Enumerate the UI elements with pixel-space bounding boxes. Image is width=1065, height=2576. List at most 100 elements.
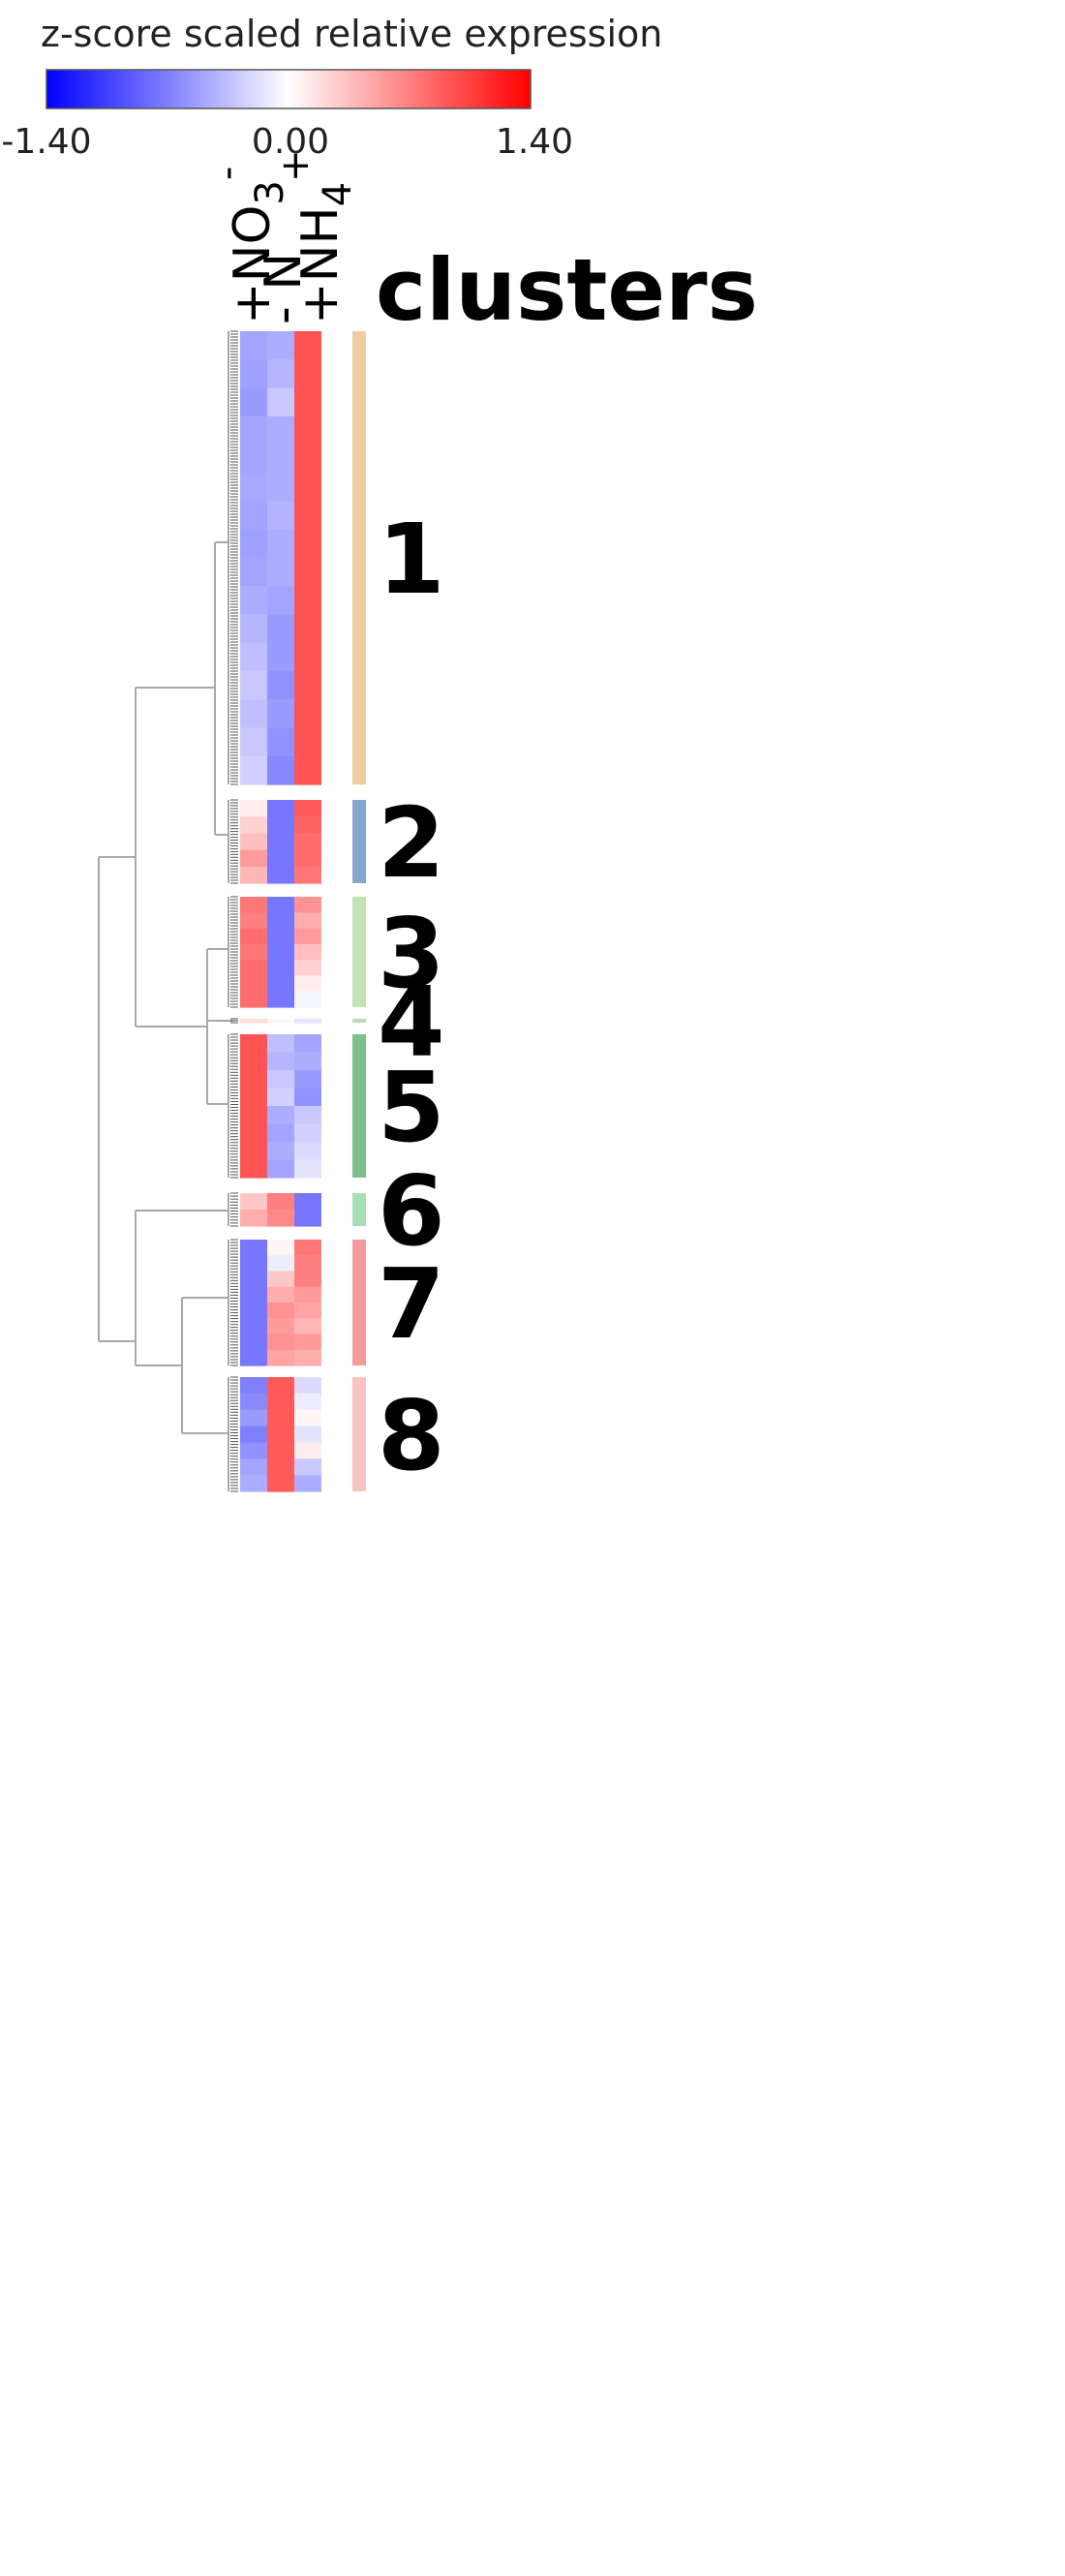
heatmap-cell xyxy=(267,1142,294,1161)
heatmap-cell xyxy=(240,975,267,993)
leaf-ticks xyxy=(230,330,238,1492)
heatmap-cell xyxy=(240,1106,267,1125)
heatmap-cell xyxy=(294,1070,321,1089)
heatmap-cell xyxy=(240,331,267,360)
heatmap-cell xyxy=(240,1377,267,1395)
heatmap-cell xyxy=(294,928,321,945)
heatmap-cell xyxy=(294,558,321,587)
heatmap-cell xyxy=(294,1442,321,1459)
heatmap-cell xyxy=(240,529,267,559)
heatmap-cell xyxy=(267,800,294,817)
heatmap-cell xyxy=(294,1142,321,1161)
heatmap-cell xyxy=(294,1393,321,1411)
heatmap-cell xyxy=(267,331,294,360)
heatmap-cell xyxy=(267,1052,294,1071)
heatmap-cell xyxy=(294,800,321,817)
heatmap-cell xyxy=(294,755,321,785)
heatmap-cell xyxy=(267,755,294,785)
heatmap-cell xyxy=(240,833,267,851)
heatmap-cell xyxy=(240,800,267,817)
heatmap-cell xyxy=(240,1334,267,1351)
heatmap-cell xyxy=(240,943,267,961)
heatmap-cell xyxy=(267,529,294,559)
heatmap-cell xyxy=(240,1303,267,1319)
heatmap-cell xyxy=(240,1210,267,1227)
heatmap-cell xyxy=(294,1475,321,1492)
heatmap-cell xyxy=(294,1334,321,1351)
heatmap-cell xyxy=(240,1240,267,1256)
color-scale: z-score scaled relative expression -1.40… xyxy=(1,13,662,162)
heatmap-cell xyxy=(294,1303,321,1319)
heatmap-cell xyxy=(267,1286,294,1303)
heatmap-cell xyxy=(267,897,294,913)
heatmap-cell xyxy=(240,755,267,785)
heatmap-cell xyxy=(240,1286,267,1303)
heatmap-cell xyxy=(294,1193,321,1211)
heatmap-cell xyxy=(267,1123,294,1143)
cluster-bar-7 xyxy=(352,1240,366,1365)
heatmap-cell xyxy=(240,1475,267,1492)
heatmap-cell xyxy=(240,928,267,945)
heatmap-cell xyxy=(294,1349,321,1366)
heatmap-cell xyxy=(267,1271,294,1288)
heatmap-cell xyxy=(240,614,267,644)
heatmap-cell xyxy=(267,1070,294,1089)
heatmap-cell xyxy=(267,1088,294,1107)
cluster-bar-5 xyxy=(352,1034,366,1178)
heatmap-cell xyxy=(240,1458,267,1476)
heatmap-cell xyxy=(294,387,321,417)
heatmap-cell xyxy=(294,1255,321,1273)
heatmap-cell xyxy=(267,866,294,884)
heatmap-cell xyxy=(267,912,294,930)
heatmap-cell xyxy=(294,849,321,868)
heatmap-cell xyxy=(294,727,321,757)
heatmap-cell xyxy=(267,614,294,644)
heatmap-cell xyxy=(267,586,294,616)
heatmap-cell xyxy=(294,1286,321,1303)
heatmap-cell xyxy=(267,816,294,834)
heatmap-cell xyxy=(267,445,294,474)
heatmap-cell xyxy=(240,1318,267,1335)
heatmap-cell xyxy=(294,1409,321,1427)
heatmap-cell xyxy=(267,943,294,961)
cluster-bars xyxy=(352,331,366,1491)
heatmap-cell xyxy=(240,473,267,503)
heatmap-cell xyxy=(240,1349,267,1366)
dendrogram xyxy=(98,331,232,1491)
heatmap-cell xyxy=(294,1123,321,1143)
heatmap-cell xyxy=(240,1159,267,1179)
heatmap-cell xyxy=(294,991,321,1008)
heatmap-cell xyxy=(240,897,267,913)
heatmap-cell xyxy=(294,1426,321,1444)
heatmap-cell xyxy=(267,699,294,729)
heatmap-cell xyxy=(240,1255,267,1273)
heatmap-cell xyxy=(240,558,267,587)
heatmap-cell xyxy=(267,1255,294,1273)
heatmap-cell xyxy=(294,445,321,474)
heatmap-cell xyxy=(267,727,294,757)
heatmap-cell xyxy=(294,1210,321,1227)
cluster-bar-4 xyxy=(352,1019,366,1023)
heatmap-cell xyxy=(294,331,321,360)
heatmap-cell xyxy=(294,1240,321,1256)
heatmap-cell xyxy=(240,501,267,531)
heatmap-cell xyxy=(240,816,267,834)
cluster-bar-6 xyxy=(352,1193,366,1226)
cluster-label-6: 6 xyxy=(378,1154,445,1268)
heatmap-cell xyxy=(240,1088,267,1107)
heatmap-cell xyxy=(294,614,321,644)
heatmap-cell xyxy=(240,1193,267,1211)
heatmap-cell xyxy=(294,1271,321,1288)
heatmap-cell xyxy=(267,642,294,672)
heatmap-cell xyxy=(294,1318,321,1335)
heatmap-cell xyxy=(294,415,321,445)
cluster-label-4: 4 xyxy=(378,966,445,1079)
heatmap-cell xyxy=(294,529,321,559)
heatmap-cells xyxy=(240,331,321,1492)
heatmap-cell xyxy=(267,1106,294,1125)
clusters-title: clusters xyxy=(376,240,758,340)
cluster-bar-8 xyxy=(352,1377,366,1491)
heatmap-cell xyxy=(267,833,294,851)
cluster-bar-2 xyxy=(352,800,366,883)
heatmap-cell xyxy=(294,1034,321,1054)
